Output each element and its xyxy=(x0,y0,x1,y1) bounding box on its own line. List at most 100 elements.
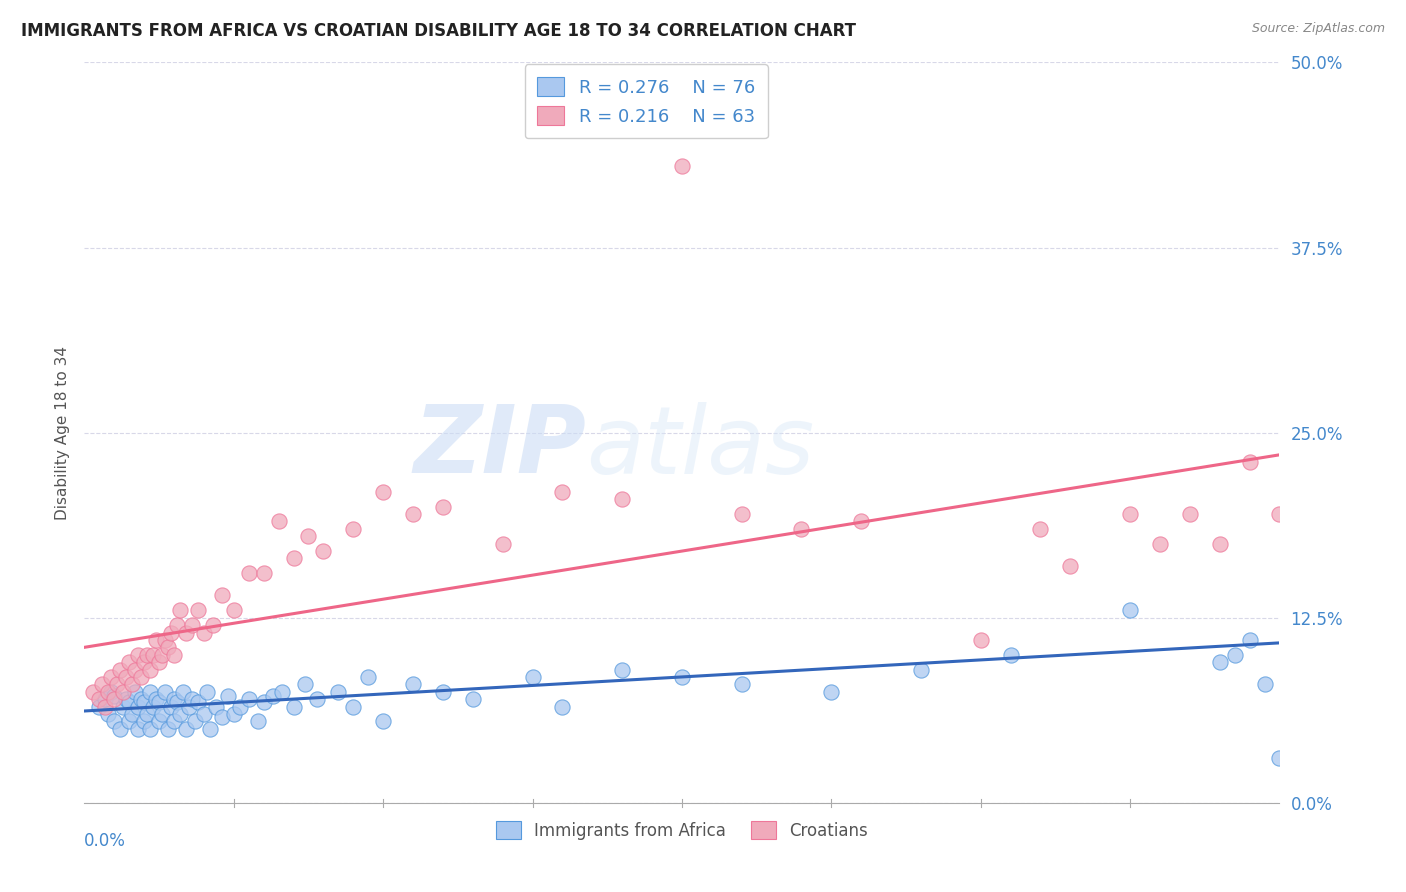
Point xyxy=(820,685,842,699)
Point xyxy=(100,670,122,684)
Point xyxy=(1268,751,1291,765)
Point xyxy=(211,710,233,724)
Point xyxy=(522,670,544,684)
Point xyxy=(222,603,245,617)
Point xyxy=(150,648,173,662)
Point xyxy=(1119,507,1142,521)
Point xyxy=(103,692,125,706)
Point xyxy=(731,507,754,521)
Point xyxy=(139,685,162,699)
Point xyxy=(283,551,305,566)
Point xyxy=(432,500,454,514)
Point xyxy=(132,655,156,669)
Point xyxy=(294,677,316,691)
Point xyxy=(262,689,284,703)
Point xyxy=(612,492,634,507)
Point xyxy=(148,695,170,709)
Point xyxy=(1239,632,1261,647)
Point xyxy=(373,484,395,499)
Point xyxy=(91,677,114,691)
Point xyxy=(790,522,813,536)
Point xyxy=(177,699,200,714)
Point xyxy=(851,515,873,529)
Point xyxy=(115,692,138,706)
Point xyxy=(551,699,574,714)
Point xyxy=(127,722,149,736)
Point xyxy=(145,692,167,706)
Point xyxy=(222,706,245,721)
Point xyxy=(157,722,180,736)
Point xyxy=(153,632,176,647)
Point xyxy=(118,714,141,729)
Point xyxy=(671,159,693,173)
Point xyxy=(110,663,132,677)
Point xyxy=(267,515,290,529)
Point xyxy=(328,685,350,699)
Point xyxy=(297,529,319,543)
Point xyxy=(172,685,194,699)
Point xyxy=(253,566,276,581)
Point xyxy=(246,714,269,729)
Point xyxy=(205,699,228,714)
Point xyxy=(174,625,197,640)
Point xyxy=(342,699,364,714)
Point xyxy=(432,685,454,699)
Point xyxy=(142,699,165,714)
Point xyxy=(148,714,170,729)
Point xyxy=(193,625,215,640)
Point xyxy=(238,566,260,581)
Point xyxy=(121,706,143,721)
Point xyxy=(187,695,209,709)
Point xyxy=(270,685,292,699)
Point xyxy=(461,692,484,706)
Point xyxy=(82,685,104,699)
Point xyxy=(198,722,221,736)
Point xyxy=(148,655,170,669)
Point xyxy=(671,670,693,684)
Point xyxy=(1298,507,1320,521)
Point xyxy=(612,663,634,677)
Point xyxy=(1268,507,1291,521)
Point xyxy=(121,677,143,691)
Point xyxy=(283,699,305,714)
Y-axis label: Disability Age 18 to 34: Disability Age 18 to 34 xyxy=(55,345,70,520)
Point xyxy=(1029,522,1052,536)
Point xyxy=(139,722,162,736)
Point xyxy=(105,677,128,691)
Point xyxy=(402,677,425,691)
Point xyxy=(129,692,152,706)
Point xyxy=(166,695,188,709)
Point xyxy=(1209,536,1232,550)
Point xyxy=(731,677,754,691)
Point xyxy=(342,522,364,536)
Point xyxy=(139,663,162,677)
Text: atlas: atlas xyxy=(586,402,814,493)
Point xyxy=(373,714,395,729)
Point xyxy=(174,722,197,736)
Point xyxy=(195,685,218,699)
Point xyxy=(1059,558,1081,573)
Point xyxy=(89,699,111,714)
Text: Source: ZipAtlas.com: Source: ZipAtlas.com xyxy=(1251,22,1385,36)
Point xyxy=(163,692,186,706)
Point xyxy=(103,714,125,729)
Point xyxy=(136,706,159,721)
Legend: Immigrants from Africa, Croatians: Immigrants from Africa, Croatians xyxy=(489,814,875,847)
Point xyxy=(1149,536,1171,550)
Point xyxy=(97,685,120,699)
Point xyxy=(1000,648,1022,662)
Point xyxy=(166,618,188,632)
Point xyxy=(112,685,135,699)
Point xyxy=(1239,455,1261,469)
Point xyxy=(97,706,120,721)
Point xyxy=(94,699,117,714)
Point xyxy=(100,685,122,699)
Point xyxy=(103,689,125,703)
Point xyxy=(211,589,233,603)
Point xyxy=(169,706,191,721)
Point xyxy=(169,603,191,617)
Point xyxy=(492,536,515,550)
Point xyxy=(118,695,141,709)
Point xyxy=(112,699,135,714)
Point xyxy=(1209,655,1232,669)
